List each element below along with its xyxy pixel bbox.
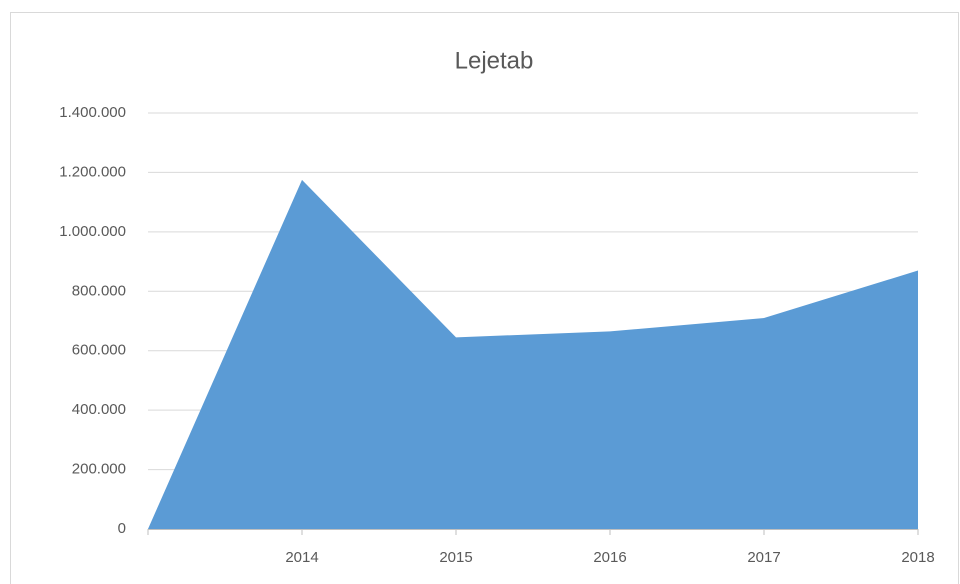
chart-title: Lejetab — [455, 47, 534, 74]
x-tick-label: 2014 — [285, 549, 318, 566]
y-tick-label: 800.000 — [72, 282, 126, 299]
x-tick-label: 2017 — [747, 549, 780, 566]
y-tick-label: 400.000 — [72, 401, 126, 418]
x-tick-label: 2015 — [439, 549, 472, 566]
y-tick-label: 1.400.000 — [59, 104, 126, 121]
y-tick-label: 0 — [118, 520, 126, 537]
area — [148, 179, 918, 529]
x-tick-label: 2018 — [901, 549, 934, 566]
y-tick-label: 200.000 — [72, 461, 126, 478]
x-tick-label: 2016 — [593, 549, 626, 566]
y-tick-label: 1.000.000 — [59, 223, 126, 240]
y-tick-label: 1.200.000 — [59, 163, 126, 180]
y-tick-label: 600.000 — [72, 342, 126, 359]
